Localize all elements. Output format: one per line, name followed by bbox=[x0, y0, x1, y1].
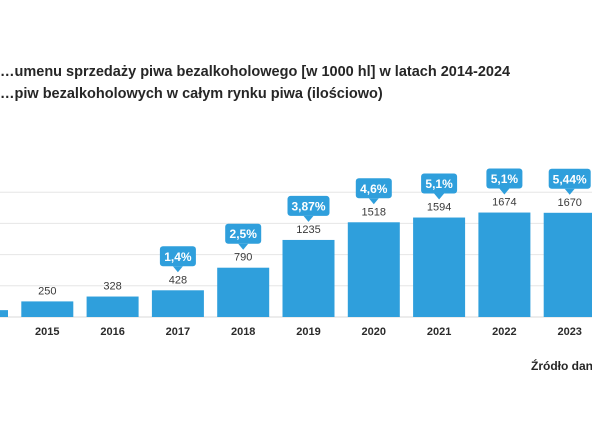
share-badge-box bbox=[548, 168, 591, 189]
bar bbox=[543, 212, 592, 317]
x-tick-label: 2022 bbox=[492, 326, 516, 338]
share-badge-box bbox=[287, 195, 330, 216]
chart-title: …umenu sprzedaży piwa bezalkoholowego [w… bbox=[0, 64, 511, 80]
share-badge: 4,6% bbox=[355, 178, 392, 205]
share-badge-pointer bbox=[434, 193, 445, 200]
share-badge: 2,5% bbox=[225, 223, 262, 250]
data-label: 790 bbox=[234, 252, 252, 264]
share-label: 3,87% bbox=[291, 199, 325, 213]
share-badge-pointer bbox=[238, 243, 249, 250]
data-label: 1670 bbox=[557, 197, 581, 209]
bar bbox=[151, 290, 204, 317]
data-label: 1518 bbox=[362, 206, 386, 218]
data-label: 250 bbox=[38, 285, 56, 297]
share-badge-pointer bbox=[172, 266, 183, 273]
x-tick-label: 2020 bbox=[362, 326, 386, 338]
bar bbox=[282, 239, 335, 317]
bar bbox=[347, 222, 400, 317]
share-badge-box bbox=[225, 223, 262, 244]
share-badge-pointer bbox=[499, 188, 510, 195]
share-label: 5,1% bbox=[491, 172, 519, 186]
data-label: 1594 bbox=[427, 202, 451, 214]
x-tick-label: 2018 bbox=[231, 326, 255, 338]
share-label: 1,4% bbox=[164, 250, 192, 264]
bar bbox=[478, 212, 531, 317]
x-tick-label: 2019 bbox=[296, 326, 320, 338]
share-label: 5,44% bbox=[553, 172, 587, 186]
share-badge-box bbox=[486, 168, 523, 189]
share-badge: 5,1% bbox=[421, 173, 458, 200]
share-badge-box bbox=[421, 173, 458, 194]
share-label: 5,1% bbox=[425, 177, 453, 191]
bar bbox=[413, 217, 466, 317]
x-tick-label: 2016 bbox=[100, 326, 124, 338]
source-label: Źródło dan bbox=[531, 359, 592, 373]
share-badge-pointer bbox=[368, 198, 379, 205]
share-badge-pointer bbox=[303, 215, 314, 222]
bar bbox=[0, 310, 8, 317]
share-badge-box bbox=[159, 246, 196, 267]
share-label: 4,6% bbox=[360, 182, 388, 196]
bar bbox=[21, 301, 74, 317]
share-badge-pointer bbox=[564, 188, 575, 195]
x-tick-label: 2015 bbox=[35, 326, 59, 338]
bar bbox=[217, 267, 270, 317]
share-badge-box bbox=[355, 178, 392, 199]
x-tick-label: 2021 bbox=[427, 326, 451, 338]
share-badge: 5,1% bbox=[486, 168, 523, 195]
bar bbox=[86, 296, 139, 317]
data-label: 1674 bbox=[492, 197, 516, 209]
data-label: 1235 bbox=[296, 224, 320, 236]
share-badge: 1,4% bbox=[159, 246, 196, 273]
share-label: 2,5% bbox=[230, 227, 258, 241]
share-badge: 5,44% bbox=[548, 168, 591, 195]
chart-subtitle: …piw bezalkoholowych w całym rynku piwa … bbox=[0, 86, 383, 102]
x-tick-label: 2017 bbox=[166, 326, 190, 338]
data-label: 428 bbox=[169, 274, 187, 286]
data-label: 328 bbox=[103, 281, 121, 293]
x-tick-label: 2023 bbox=[557, 326, 581, 338]
share-badge: 3,87% bbox=[287, 195, 330, 222]
